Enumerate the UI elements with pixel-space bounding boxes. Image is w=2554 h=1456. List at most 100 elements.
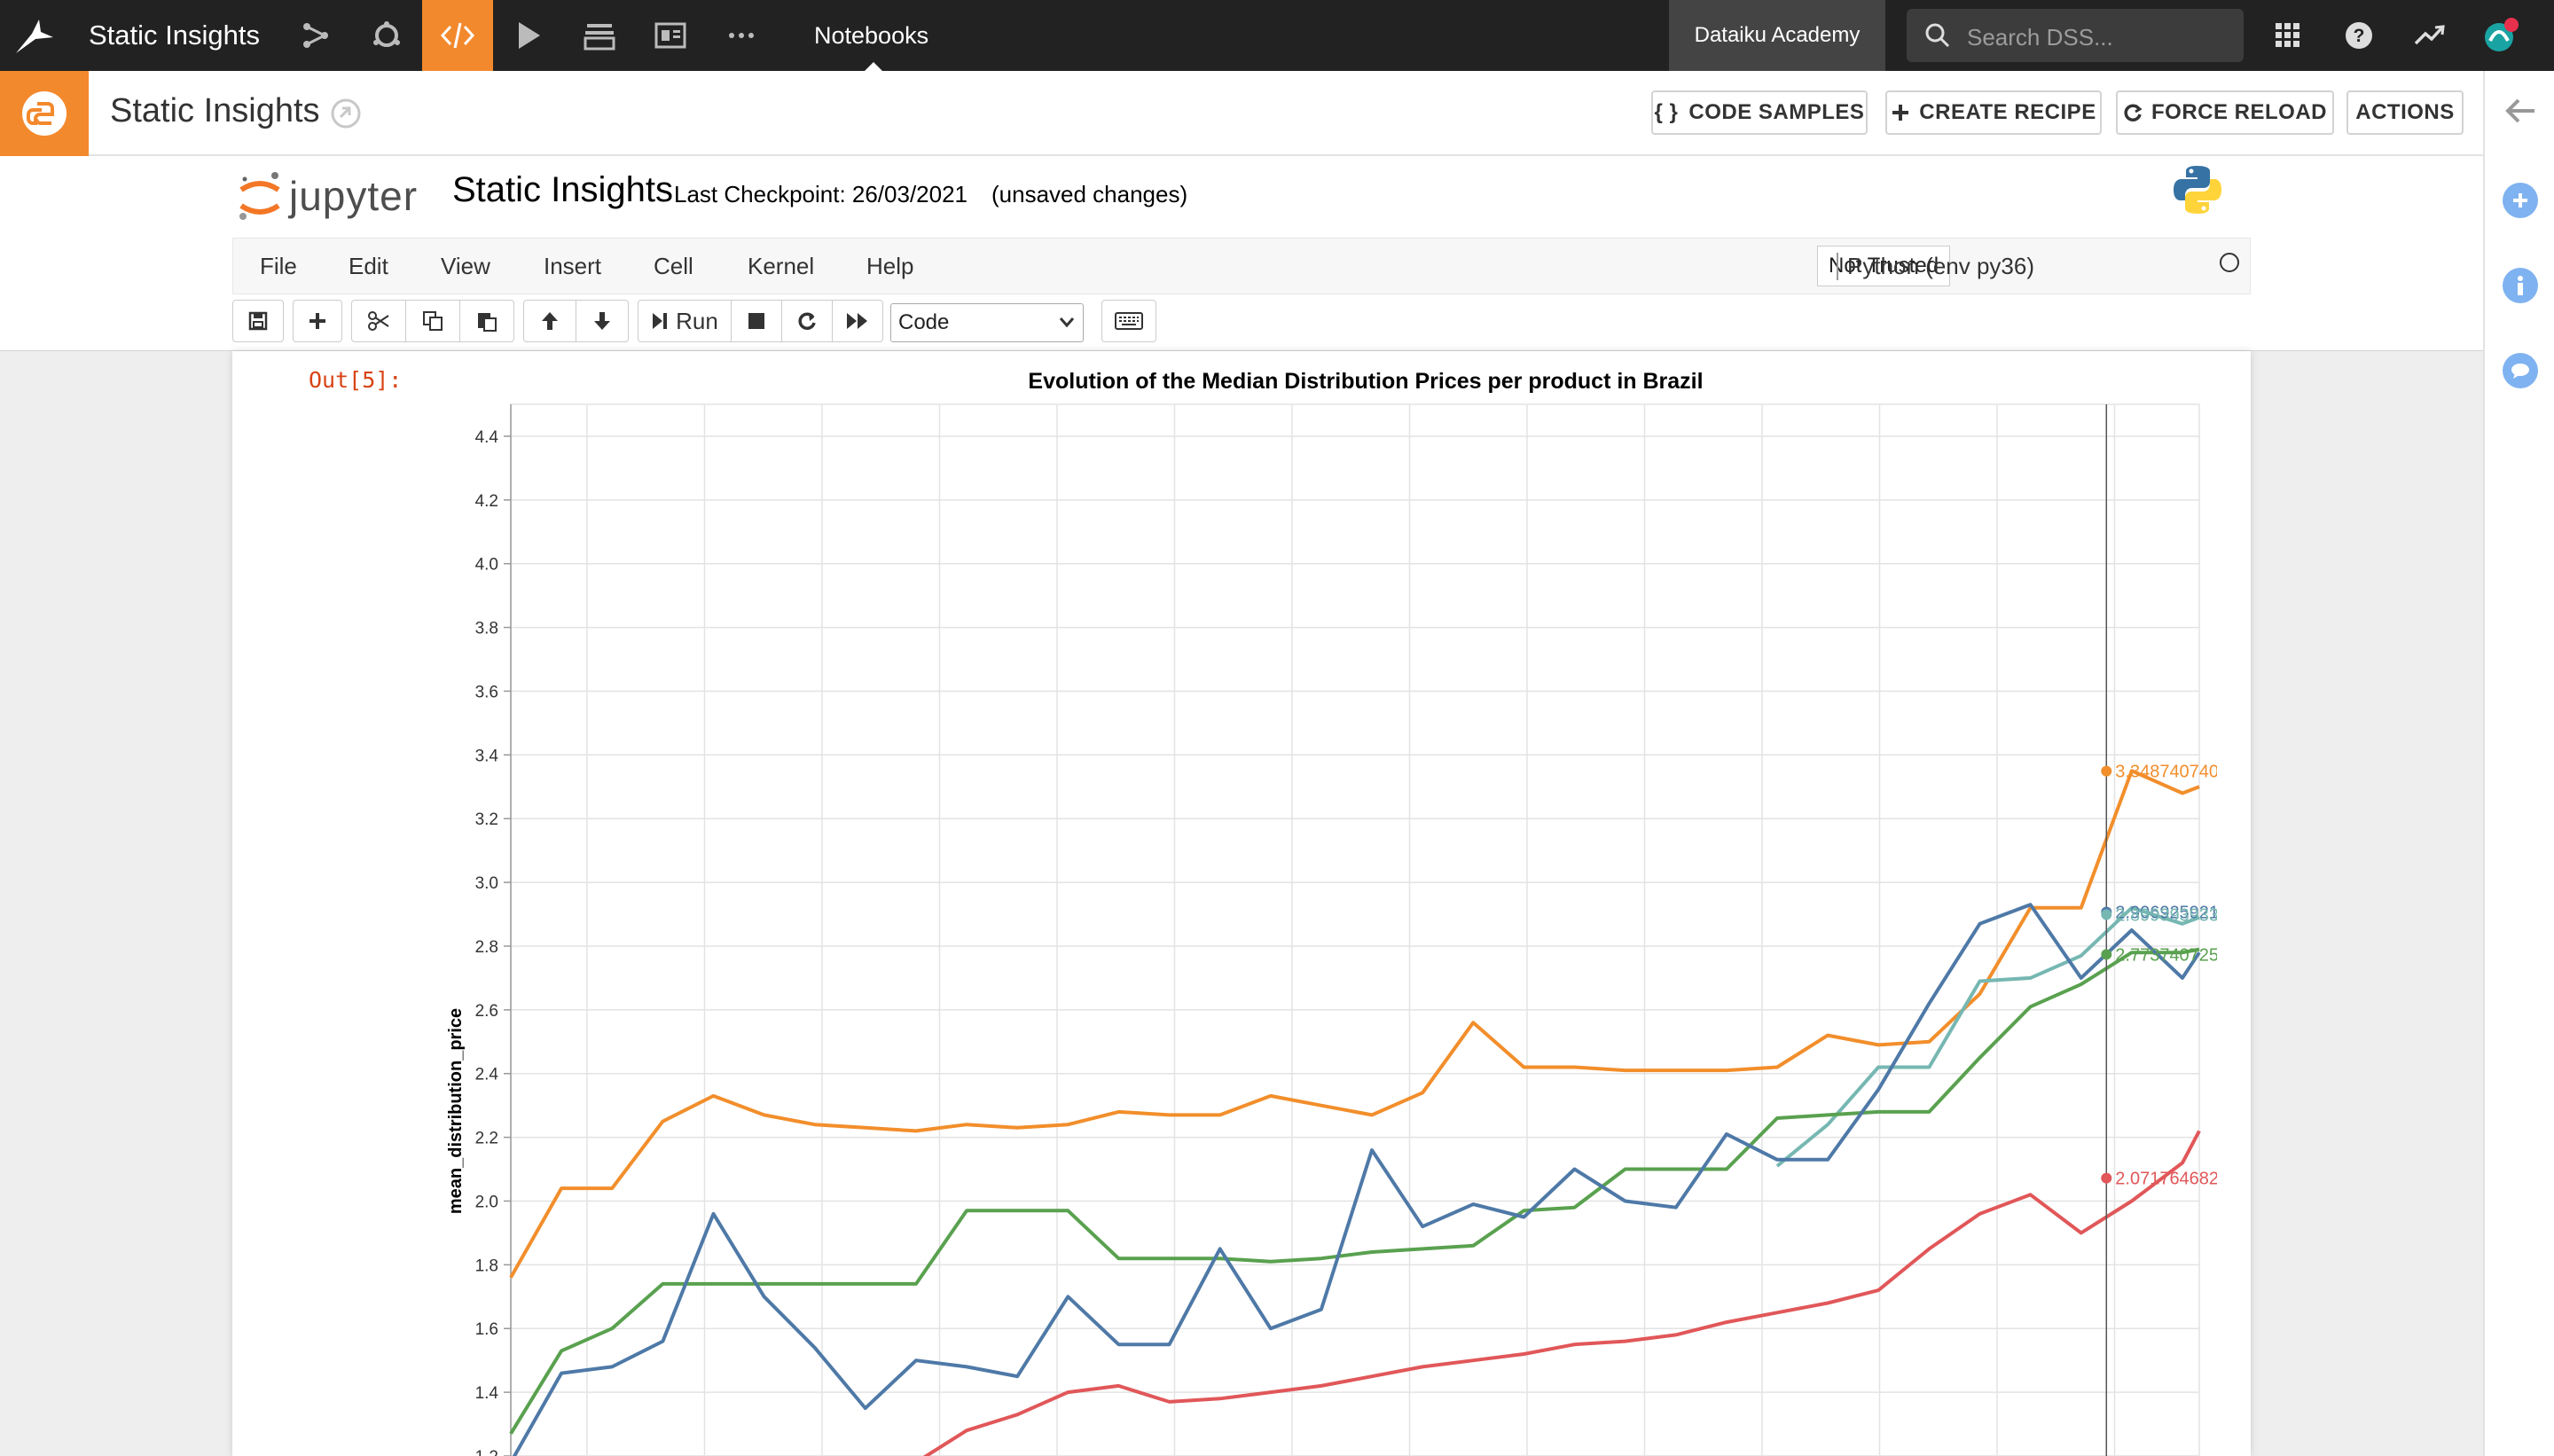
hover-value-label: 2.90692592111 bbox=[2115, 904, 2217, 923]
scissors-icon bbox=[368, 311, 389, 331]
right-sidebar bbox=[2483, 71, 2554, 1456]
step-forward-icon bbox=[653, 313, 668, 329]
y-tick-label: 3.4 bbox=[475, 747, 499, 765]
menu-help[interactable]: Help bbox=[866, 253, 914, 279]
lab-icon[interactable] bbox=[351, 0, 422, 71]
search-box[interactable]: Search DSS... bbox=[1907, 9, 2244, 62]
save-button[interactable] bbox=[232, 300, 284, 342]
y-tick-label: 4.2 bbox=[475, 492, 498, 511]
add-circle-icon[interactable] bbox=[2503, 183, 2538, 218]
fast-forward-icon bbox=[847, 313, 867, 329]
not-trusted-button[interactable]: Not Trusted bbox=[1817, 246, 1951, 286]
menu-kernel[interactable]: Kernel bbox=[748, 253, 815, 279]
hover-point bbox=[2101, 1172, 2112, 1184]
user-avatar-icon[interactable] bbox=[2465, 0, 2536, 71]
braces-icon: { } bbox=[1654, 100, 1679, 124]
y-axis-ticks: 1.2 1.4 1.6 1.8 2.0 2.2 2.4 2.6 2.8 3.0 3.2 3.4 3.6 3… bbox=[475, 404, 512, 1456]
unsaved-changes-status: (unsaved changes) bbox=[991, 181, 1188, 207]
series-line-4[interactable] bbox=[916, 1130, 2201, 1456]
menu-view[interactable]: View bbox=[441, 253, 490, 279]
notebook-name[interactable]: Static Insights bbox=[452, 170, 674, 209]
notebook-title: Static Insights bbox=[110, 92, 320, 129]
kernel-name[interactable]: Python (env py36) bbox=[1837, 253, 2034, 280]
apps-grid-icon[interactable] bbox=[2252, 0, 2323, 71]
kernel-status-icon bbox=[2220, 253, 2239, 272]
output-prompt: Out[5]: bbox=[309, 367, 403, 393]
hover-value-label: 2.77374072593 bbox=[2115, 945, 2217, 965]
dataiku-academy-link[interactable]: Dataiku Academy bbox=[1669, 0, 1885, 71]
project-name[interactable]: Static Insights bbox=[89, 20, 260, 51]
y-tick-label: 2.2 bbox=[475, 1130, 498, 1148]
insert-cell-button[interactable] bbox=[293, 300, 342, 342]
help-icon[interactable]: ? bbox=[2323, 0, 2394, 71]
menu-insert[interactable]: Insert bbox=[544, 253, 602, 279]
copy-icon bbox=[423, 311, 443, 331]
chat-circle-icon[interactable] bbox=[2503, 353, 2538, 388]
activity-icon[interactable] bbox=[2394, 0, 2465, 71]
hover-value-label: 3.34874074074 bbox=[2115, 763, 2217, 782]
arrow-up-icon bbox=[542, 312, 558, 330]
y-tick-label: 2.4 bbox=[475, 1066, 499, 1084]
search-placeholder: Search DSS... bbox=[1967, 24, 2113, 51]
y-tick-label: 2.6 bbox=[475, 1002, 498, 1021]
paste-button[interactable] bbox=[459, 300, 514, 342]
hover-value-label: 2.89939393315 bbox=[2115, 905, 2217, 925]
price-line-chart: Evolution of the Median Distribution Pri… bbox=[446, 369, 2217, 1456]
series-line-0[interactable] bbox=[509, 769, 2200, 1279]
code-icon[interactable] bbox=[422, 0, 493, 71]
reload-icon bbox=[2124, 104, 2143, 121]
y-tick-label: 1.8 bbox=[475, 1256, 498, 1275]
plus-icon bbox=[1892, 105, 1909, 121]
active-section-caret bbox=[865, 62, 882, 71]
copy-button[interactable] bbox=[405, 300, 460, 342]
lock-badge-icon[interactable] bbox=[330, 98, 362, 129]
jupyter-menu-bar: File Edit View Insert Cell Kernel Help N… bbox=[232, 238, 2251, 294]
menu-cell[interactable]: Cell bbox=[654, 253, 693, 279]
restart-kernel-button[interactable] bbox=[781, 300, 833, 342]
more-icon[interactable] bbox=[706, 0, 777, 71]
menu-edit[interactable]: Edit bbox=[349, 253, 388, 279]
chart-title: Evolution of the Median Distribution Pri… bbox=[1028, 369, 1703, 394]
code-samples-button[interactable]: { } CODE SAMPLES bbox=[1651, 90, 1868, 135]
info-circle-icon[interactable] bbox=[2503, 268, 2538, 303]
arrow-down-icon bbox=[594, 312, 610, 330]
wiki-icon[interactable] bbox=[635, 0, 706, 71]
run-icon[interactable] bbox=[493, 0, 564, 71]
section-notebooks[interactable]: Notebooks bbox=[814, 22, 929, 49]
force-reload-button[interactable]: FORCE RELOAD bbox=[2116, 90, 2334, 135]
interrupt-button[interactable] bbox=[731, 300, 782, 342]
command-palette-button[interactable] bbox=[1101, 300, 1156, 342]
dashboards-icon[interactable] bbox=[564, 0, 635, 71]
last-checkpoint: Last Checkpoint: 26/03/2021 bbox=[674, 181, 968, 207]
cell-type-select[interactable]: Code bbox=[890, 303, 1084, 342]
search-icon bbox=[1925, 23, 1950, 48]
hover-point bbox=[2101, 909, 2112, 920]
chart-grid bbox=[510, 403, 2200, 1456]
collapse-arrow-icon[interactable] bbox=[2504, 98, 2536, 124]
run-button[interactable]: Run bbox=[638, 300, 732, 342]
series-line-2[interactable] bbox=[509, 947, 2200, 1435]
paste-icon bbox=[478, 313, 497, 332]
chevron-down-icon bbox=[1059, 317, 1075, 328]
hover-point bbox=[2101, 765, 2112, 777]
move-up-button[interactable] bbox=[523, 300, 576, 342]
dataiku-logo-icon[interactable] bbox=[12, 14, 57, 57]
hover-tooltip: 3.34874074074 2.906925921112.89939393315 2… bbox=[2101, 404, 2217, 1456]
notebook-page bbox=[232, 351, 2251, 1456]
jupyter-logo[interactable]: jupyter bbox=[236, 167, 417, 230]
series-line-3[interactable] bbox=[511, 903, 2201, 1456]
create-recipe-button[interactable]: CREATE RECIPE bbox=[1885, 90, 2102, 135]
y-tick-label: 1.6 bbox=[475, 1320, 498, 1339]
actions-button[interactable]: ACTIONS bbox=[2346, 90, 2464, 135]
series-line-1[interactable] bbox=[1775, 905, 2200, 1168]
move-down-button[interactable] bbox=[576, 300, 629, 342]
restart-icon bbox=[798, 312, 816, 330]
jupyter-header: jupyter Static Insights Last Checkpoint:… bbox=[0, 156, 2483, 351]
cut-button[interactable] bbox=[351, 300, 406, 342]
restart-run-all-button[interactable] bbox=[832, 300, 883, 342]
jupyter-wordmark: jupyter bbox=[289, 173, 419, 219]
y-tick-label: 2.8 bbox=[475, 938, 498, 957]
menu-file[interactable]: File bbox=[260, 253, 297, 279]
flow-icon[interactable] bbox=[280, 0, 351, 71]
y-axis-label: mean_distribution_price bbox=[446, 1008, 466, 1214]
